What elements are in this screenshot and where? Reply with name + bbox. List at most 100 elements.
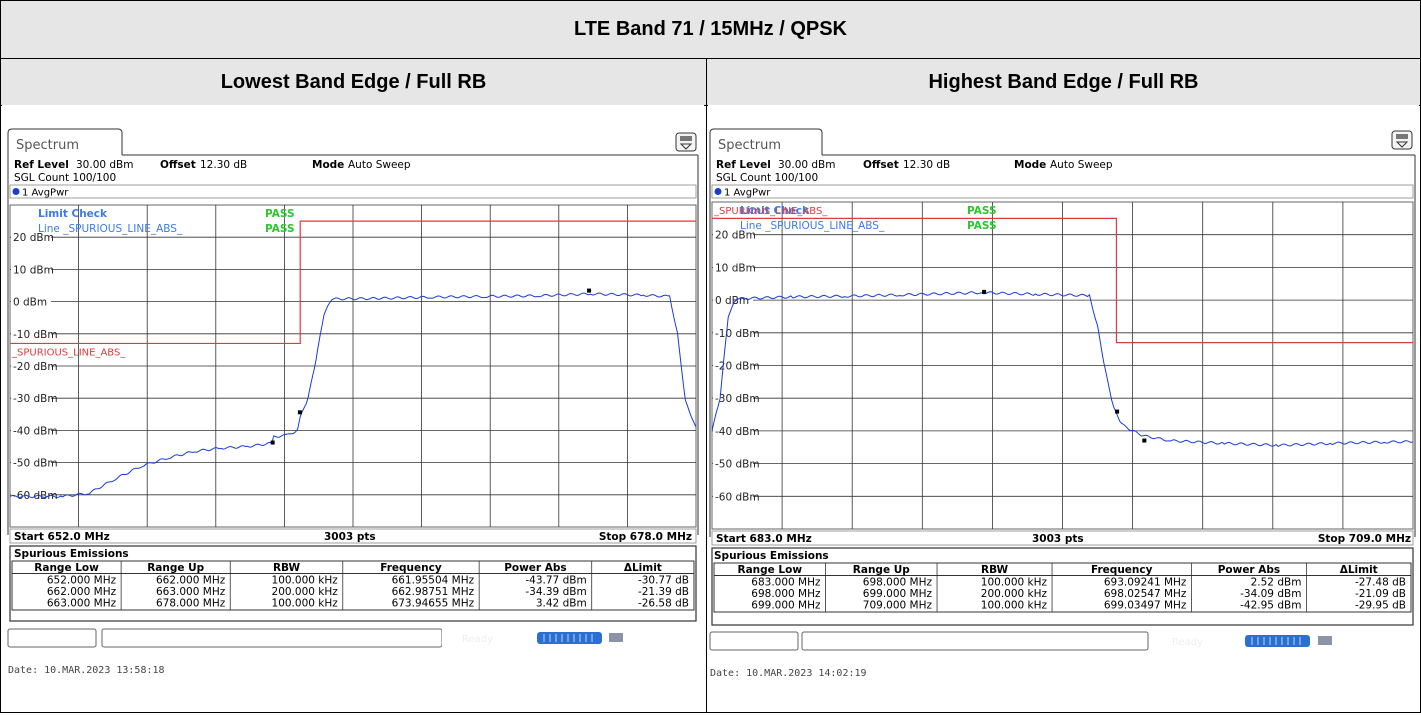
limit-check-result: PASS xyxy=(265,208,295,220)
table-cell: -21.09 dB xyxy=(1355,588,1406,600)
right-analyzer-panel: Spectrum Ref Level 30.00 dBm Offset 12.3… xyxy=(708,105,1419,711)
tick-label-bg xyxy=(11,262,51,275)
y-tick-label: 10 dBm xyxy=(715,262,756,274)
status-field-left xyxy=(709,631,799,651)
peak-marker xyxy=(1115,409,1120,414)
trace-line xyxy=(9,292,697,499)
y-tick-label: 0 dBm xyxy=(13,297,47,309)
tick-label-bg xyxy=(11,359,51,371)
progress-bar xyxy=(1245,635,1310,647)
limit-line-result: PASS xyxy=(265,223,295,235)
table-cell: 661.95504 MHz xyxy=(392,575,475,587)
peak-marker xyxy=(270,440,275,445)
table-cell: 678.000 MHz xyxy=(156,598,226,610)
spectrum-tab[interactable]: Spectrum xyxy=(16,138,79,153)
table-cell: 698.000 MHz xyxy=(863,577,933,589)
trace-dot-icon xyxy=(714,188,722,195)
table-cell: 663.000 MHz xyxy=(156,586,226,598)
peak-marker xyxy=(297,410,302,415)
offset-label: Offset xyxy=(863,159,899,171)
table-cell: 673.94655 MHz xyxy=(392,598,475,610)
table-cell: 663.000 MHz xyxy=(47,598,117,610)
trace-dot-icon xyxy=(12,188,20,195)
table-cell: 200.000 kHz xyxy=(981,588,1048,600)
ref-level-label: Ref Level xyxy=(716,159,771,171)
points-count: 3003 pts xyxy=(324,531,376,543)
y-tick-label: 20 dBm xyxy=(715,230,756,242)
peak-marker xyxy=(1142,438,1147,443)
status-indicator-icon xyxy=(609,633,623,642)
y-tick-label: -40 dBm xyxy=(13,425,58,437)
status-ready: Ready xyxy=(462,634,493,645)
offset-value: 12.30 dB xyxy=(903,159,950,171)
tick-label-bg xyxy=(713,456,753,469)
limit-check-label: Limit Check xyxy=(38,208,108,220)
limit-line-label: Line _SPURIOUS_LINE_ABS_ xyxy=(38,223,183,235)
y-tick-label: -10 dBm xyxy=(13,329,58,341)
page-title: LTE Band 71 / 15MHz / QPSK xyxy=(1,1,1420,59)
table-cell: 2.52 dBm xyxy=(1251,577,1302,589)
left-analyzer-panel: Spectrum Ref Level 30.00 dBm Offset 12.3… xyxy=(2,105,704,711)
table-cell: -27.48 dB xyxy=(1355,577,1406,589)
y-tick-label: 20 dBm xyxy=(13,232,54,244)
trace-label: 1 AvgPwr xyxy=(22,188,69,199)
y-tick-label: 10 dBm xyxy=(13,264,54,276)
status-indicator-icon xyxy=(1318,636,1332,645)
y-tick-label: -30 dBm xyxy=(13,393,58,405)
table-header-cell: Frequency xyxy=(380,562,442,574)
status-field-left xyxy=(7,628,97,648)
stop-frequency: Stop 709.0 MHz xyxy=(1318,533,1411,545)
table-border xyxy=(11,560,695,611)
y-tick-label: -30 dBm xyxy=(715,393,760,405)
right-heading: Highest Band Edge / Full RB xyxy=(707,59,1420,106)
table-cell: -34.09 dBm xyxy=(1240,588,1301,600)
limit-check-result: PASS xyxy=(967,205,997,217)
limit-name-label: _SPURIOUS_LINE_ABS_ xyxy=(713,206,828,217)
table-header-cell: Frequency xyxy=(1091,564,1153,576)
table-cell: -29.95 dB xyxy=(1355,600,1406,612)
table-cell: -21.39 dB xyxy=(638,586,689,598)
table-cell: 652.000 MHz xyxy=(47,575,117,587)
table-cell: 699.000 MHz xyxy=(863,588,933,600)
tick-label-bg xyxy=(11,294,51,307)
table-cell: -42.95 dBm xyxy=(1240,600,1301,612)
stop-frequency: Stop 678.0 MHz xyxy=(599,531,692,543)
sgl-count: SGL Count 100/100 xyxy=(716,172,818,184)
table-cell: 698.000 MHz xyxy=(751,588,821,600)
table-title: Spurious Emissions xyxy=(714,550,829,562)
points-count: 3003 pts xyxy=(1032,533,1084,545)
mode-label: Mode xyxy=(1014,159,1046,171)
table-header-cell: Power Abs xyxy=(1218,564,1280,576)
menu-icon[interactable] xyxy=(675,132,697,152)
table-cell: 683.000 MHz xyxy=(751,577,821,589)
ref-level-label: Ref Level xyxy=(14,159,69,171)
status-ready: Ready xyxy=(1172,637,1203,648)
tick-label-bg xyxy=(713,391,753,404)
table-cell: 200.000 kHz xyxy=(272,586,339,598)
table-title: Spurious Emissions xyxy=(14,548,129,560)
menu-icon[interactable] xyxy=(1391,130,1413,150)
status-field-main xyxy=(101,628,443,648)
table-cell: 100.000 kHz xyxy=(272,598,339,610)
table-cell: -26.58 dB xyxy=(638,598,689,610)
table-header-cell: Range Up xyxy=(853,564,910,576)
table-header-cell: Range Low xyxy=(34,562,99,574)
spectrum-tab[interactable]: Spectrum xyxy=(718,138,781,153)
table-cell: -43.77 dBm xyxy=(525,575,586,587)
tick-label-bg xyxy=(11,423,51,436)
table-header-cell: ΔLimit xyxy=(624,562,662,574)
tick-label-bg xyxy=(11,391,51,404)
y-tick-label: -10 dBm xyxy=(715,328,760,340)
peak-marker xyxy=(982,289,987,294)
limit-check-label: Limit Check xyxy=(740,205,810,217)
table-header-cell: Power Abs xyxy=(504,562,566,574)
mode-label: Mode xyxy=(312,159,344,171)
table-cell: -30.77 dB xyxy=(638,575,689,587)
mode-value: Auto Sweep xyxy=(348,159,411,171)
table-cell: -34.39 dBm xyxy=(525,586,586,598)
tick-label-bg xyxy=(713,293,753,306)
trace-label: 1 AvgPwr xyxy=(724,188,771,199)
tick-label-bg xyxy=(713,260,753,273)
table-cell: 662.000 MHz xyxy=(47,586,117,598)
